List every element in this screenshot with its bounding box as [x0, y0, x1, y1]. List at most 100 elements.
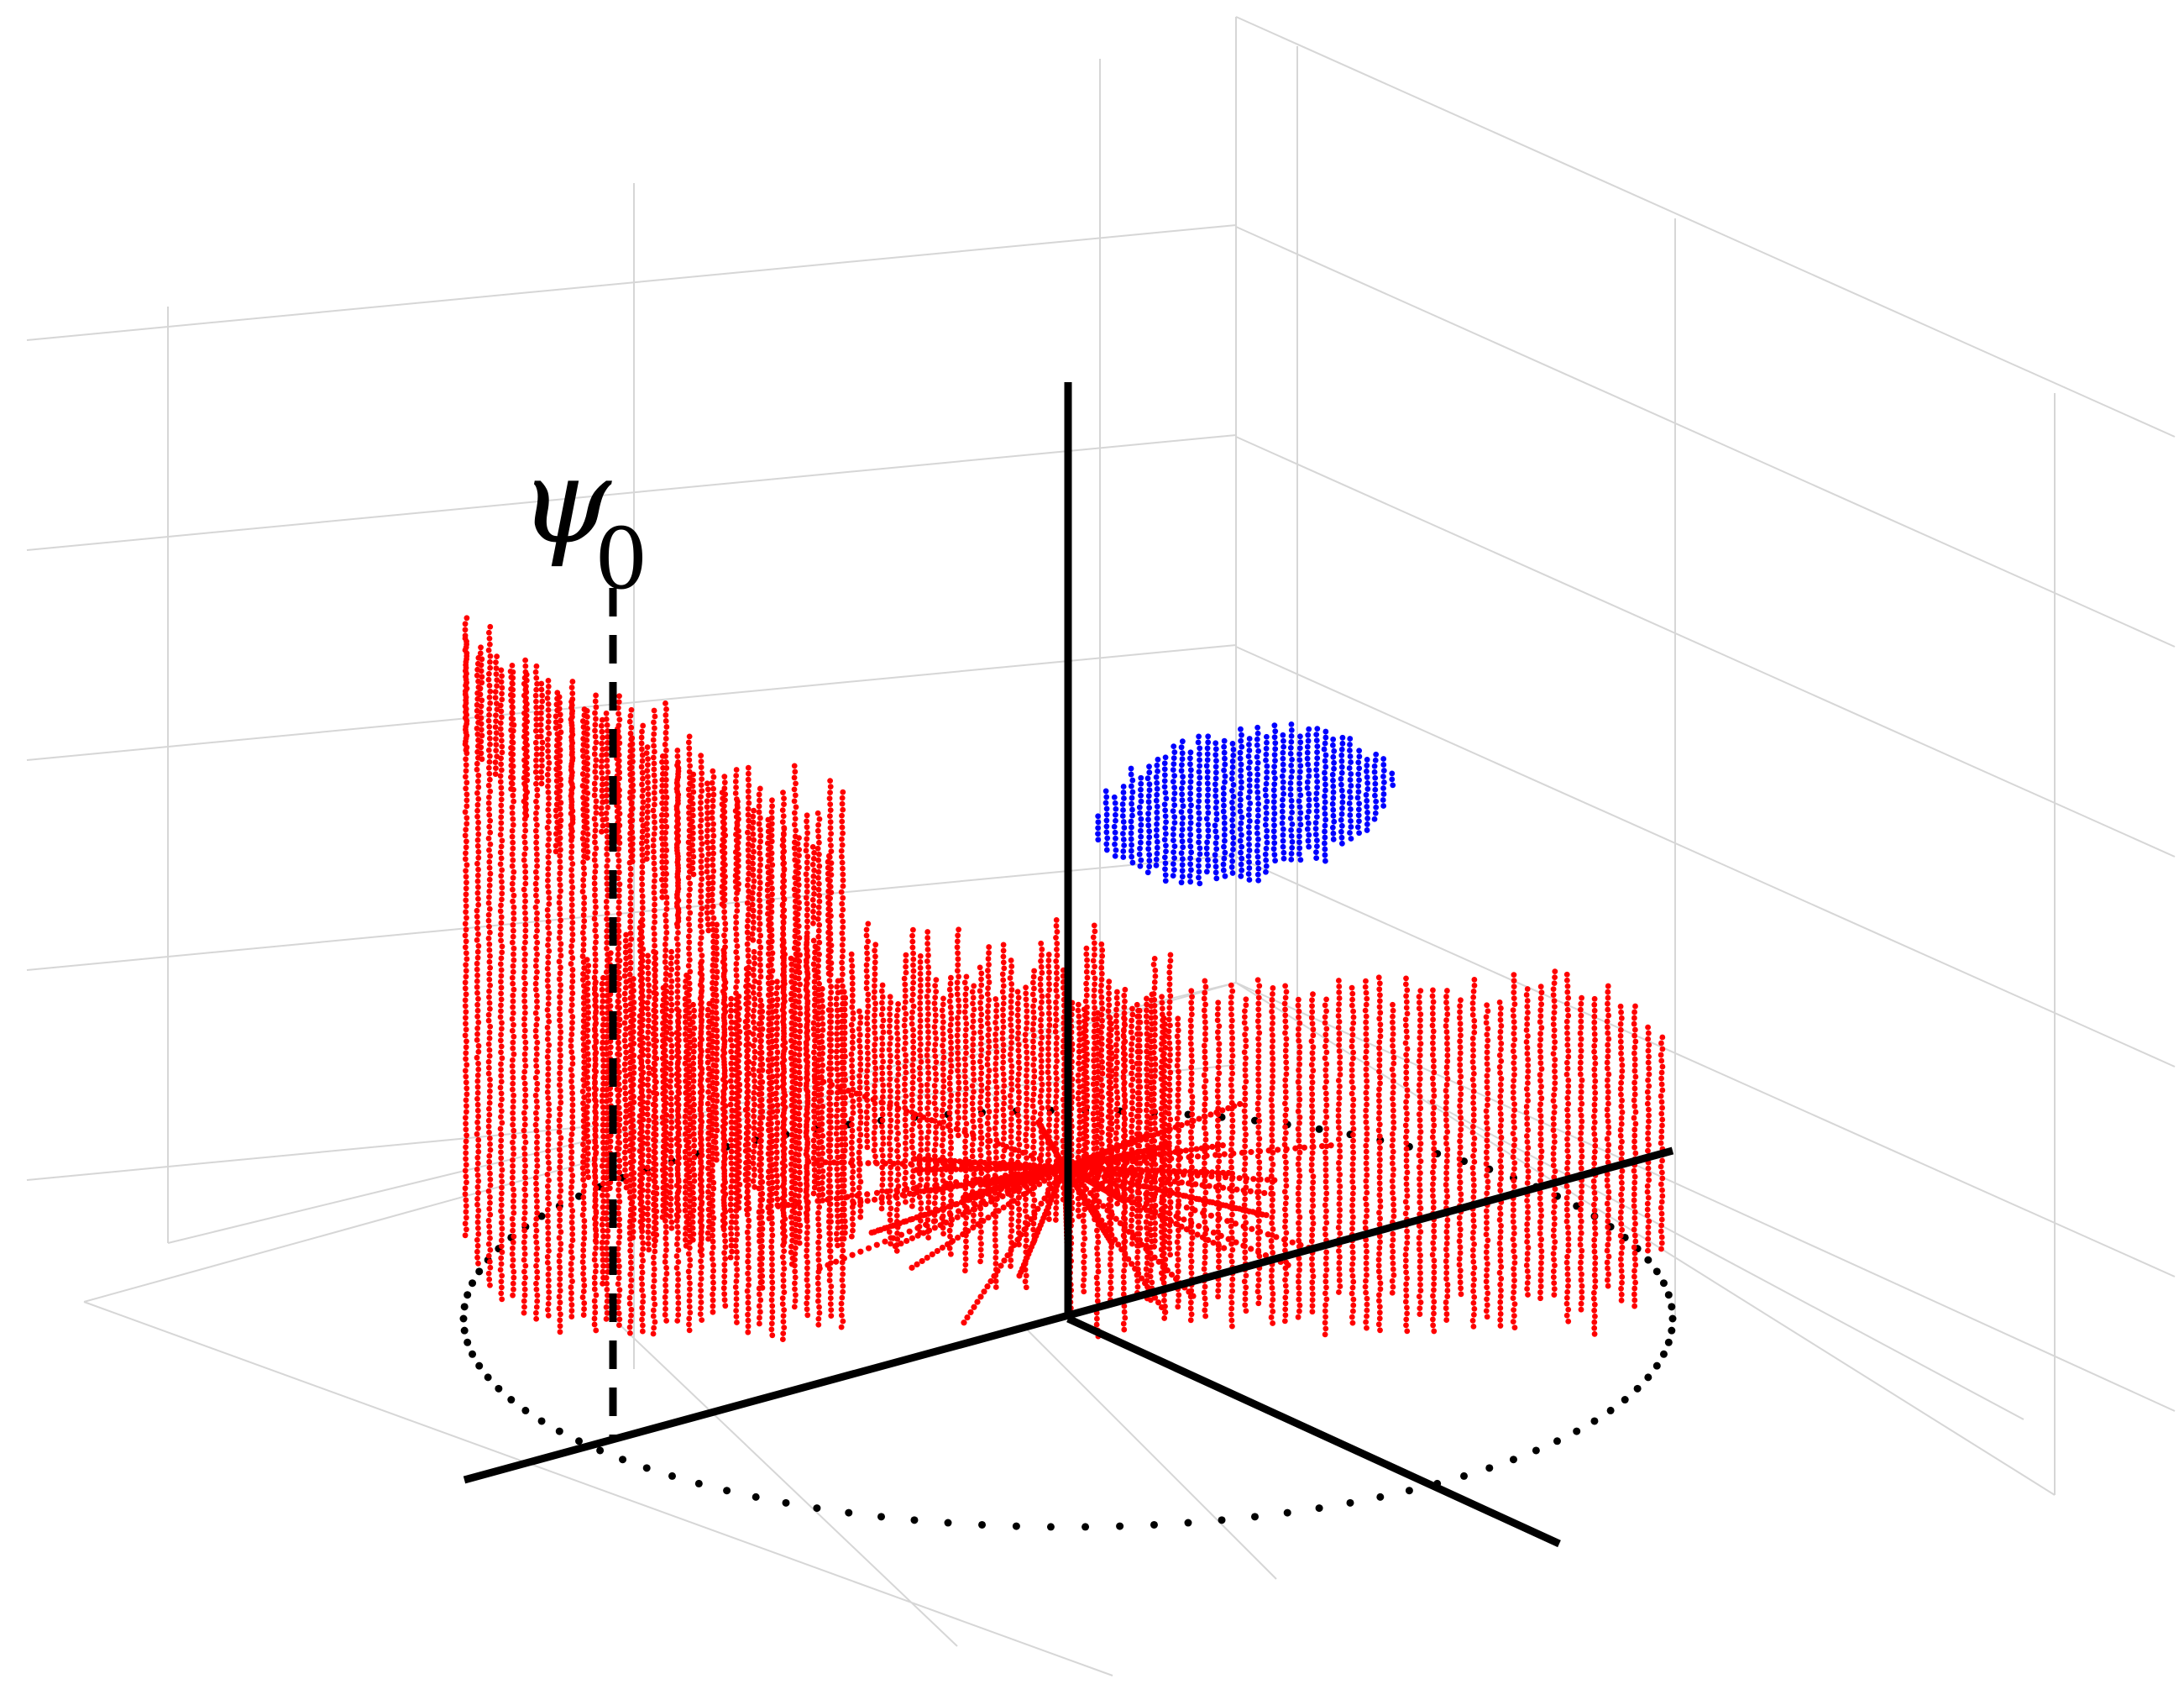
red-stripe-dot: [498, 808, 505, 815]
red-stripe-dot: [705, 892, 712, 899]
red-stripe-dot: [568, 1067, 574, 1073]
red-stripe-dot: [803, 847, 809, 854]
red-stripe-dot: [478, 744, 484, 751]
red-stripe-dot: [605, 839, 610, 846]
red-stripe-dot: [1255, 1053, 1262, 1060]
red-stripe-dot: [510, 1262, 516, 1269]
red-stripe-dot: [568, 1267, 574, 1272]
red-stripe-dot: [605, 892, 611, 899]
red-stripe-dot: [474, 778, 481, 784]
red-stripe-dot: [710, 832, 717, 839]
red-stripe-dot: [533, 845, 540, 852]
red-stripe-dot: [704, 839, 710, 846]
red-stripe-dot: [592, 910, 599, 916]
red-stripe-dot: [750, 819, 757, 826]
red-stripe-dot: [485, 676, 492, 683]
red-stripe-dot: [486, 1129, 492, 1136]
red-stripe-dot: [825, 947, 832, 953]
red-stripe-dot: [510, 980, 516, 987]
red-stripe-dot: [510, 1157, 516, 1163]
red-stripe-dot: [485, 670, 492, 677]
circle-dot: [668, 1472, 677, 1480]
red-stripe-dot: [710, 797, 716, 804]
red-stripe-dot: [532, 692, 539, 699]
red-stripe-dot: [662, 1294, 668, 1300]
red-stripe-dot: [474, 984, 480, 990]
red-stripe-dot: [804, 1271, 810, 1277]
red-stripe-dot: [593, 757, 600, 763]
red-stripe-dot: [532, 1033, 539, 1040]
red-stripe-dot: [580, 1141, 586, 1147]
red-stripe-dot: [828, 842, 834, 849]
red-stripe-dot: [645, 803, 651, 809]
red-stripe-dot: [558, 1246, 563, 1253]
red-stripe-dot: [604, 927, 610, 934]
red-stripe-dot: [510, 1168, 516, 1175]
red-stripe-dot: [1282, 1083, 1289, 1089]
red-stripe-dot: [475, 866, 481, 873]
red-stripe-dot: [553, 807, 559, 814]
red-stripe-dot: [569, 931, 576, 937]
red-stripe-dot: [475, 1189, 481, 1196]
red-stripe-dot: [659, 859, 666, 865]
red-stripe-dot: [584, 826, 590, 832]
red-stripe-dot: [1242, 1196, 1249, 1203]
red-stripe-dot: [604, 945, 610, 952]
red-stripe-dot: [650, 842, 657, 849]
red-stripe-dot: [804, 853, 811, 860]
red-stripe-dot: [781, 867, 788, 873]
red-stripe-dot: [840, 1288, 846, 1295]
red-stripe-dot: [499, 1184, 505, 1191]
red-stripe-dot: [545, 1241, 552, 1248]
red-stripe-dot: [1188, 1011, 1195, 1018]
red-stripe-dot: [533, 704, 540, 711]
red-stripe-dot: [1270, 1073, 1275, 1079]
red-stripe-dot: [1107, 1291, 1113, 1298]
red-stripe-dot: [1189, 1094, 1196, 1100]
red-stripe-dot: [475, 995, 481, 1002]
red-stripe-dot: [651, 936, 657, 943]
red-stripe-dot: [780, 926, 787, 932]
red-stripe-dot: [751, 837, 757, 843]
red-stripe-dot: [639, 1287, 645, 1293]
red-stripe-dot: [568, 705, 574, 711]
grid-line: [604, 1309, 958, 1647]
red-stripe-dot: [750, 907, 757, 914]
red-stripe-dot: [1296, 1137, 1302, 1144]
red-stripe-dot: [487, 964, 494, 971]
red-stripe-dot: [569, 937, 576, 943]
red-stripe-dot: [568, 822, 574, 828]
red-stripe-dot: [568, 781, 575, 787]
red-stripe-dot: [557, 1317, 563, 1324]
red-stripe-dot: [1228, 1076, 1234, 1083]
red-stripe-dot: [663, 718, 669, 724]
red-stripe-dot: [557, 1070, 563, 1077]
red-stripe-dot: [591, 816, 598, 822]
red-stripe-dot: [1242, 1255, 1249, 1262]
red-stripe-dot: [592, 968, 599, 975]
red-stripe-dot: [1202, 984, 1209, 990]
red-stripe-dot: [1281, 1100, 1288, 1107]
red-stripe-dot: [598, 811, 605, 817]
red-stripe-dot: [1255, 1124, 1262, 1131]
red-stripe-dot: [704, 780, 710, 787]
red-stripe-dot: [640, 1246, 647, 1252]
red-stripe-dot: [816, 892, 823, 899]
red-stripe-dot: [704, 915, 711, 922]
red-stripe-dot: [804, 1241, 810, 1248]
red-stripe-dot: [533, 721, 540, 728]
red-stripe-dot: [475, 1113, 482, 1120]
red-stripe-dot: [1269, 1285, 1275, 1291]
red-stripe-dot: [699, 776, 705, 783]
red-stripe-dot: [591, 1274, 598, 1281]
red-stripe-dot: [781, 1289, 788, 1296]
red-stripe-dot: [592, 786, 599, 793]
red-stripe-dot: [1296, 1178, 1302, 1185]
red-stripe-dot: [475, 1230, 482, 1237]
red-stripe-dot: [557, 1047, 563, 1053]
red-stripe-dot: [687, 886, 693, 893]
red-stripe-dot: [1176, 1139, 1182, 1146]
red-stripe-dot: [804, 906, 810, 913]
red-stripe-dot: [507, 692, 514, 698]
red-stripe-dot: [710, 903, 716, 910]
